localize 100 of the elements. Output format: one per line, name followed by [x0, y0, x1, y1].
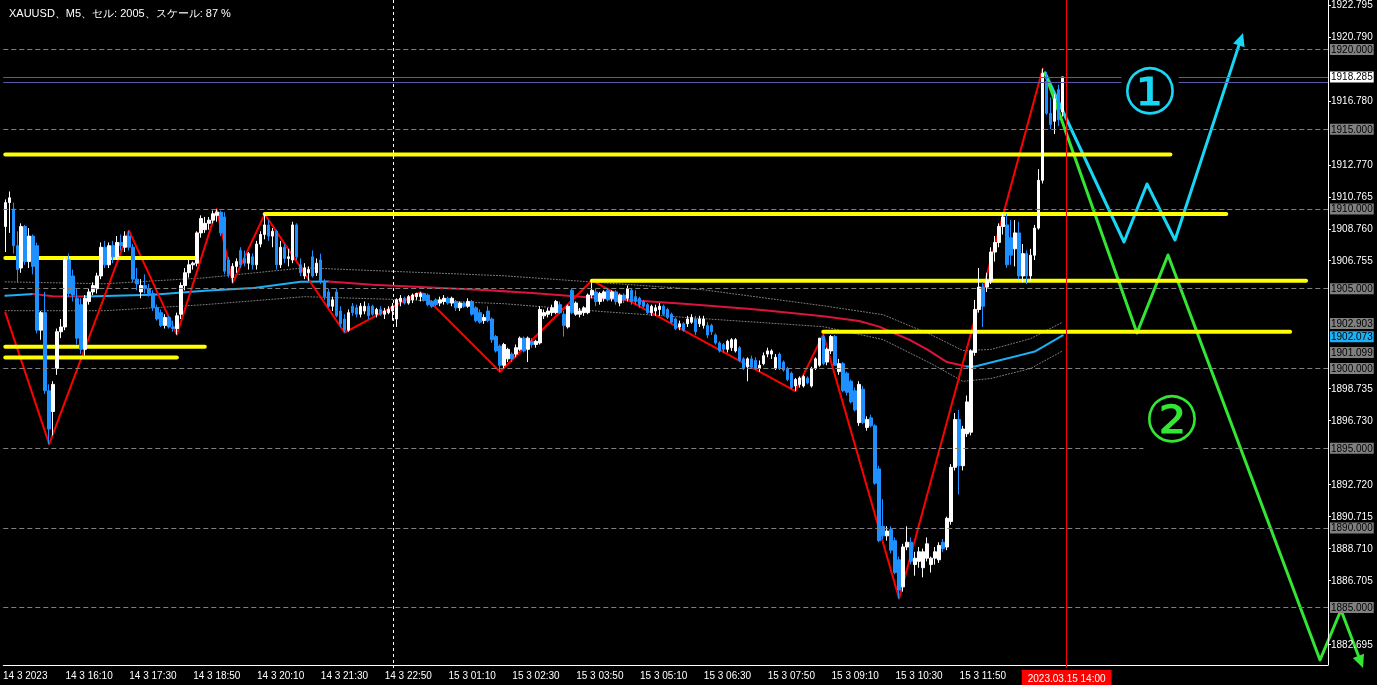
- y-tick-label: 1910.765: [1331, 191, 1374, 203]
- candlestick: [251, 253, 254, 271]
- candlestick: [438, 296, 442, 307]
- candlestick: [861, 385, 865, 425]
- candlestick: [359, 302, 362, 318]
- candlestick: [67, 253, 71, 298]
- ref-line-label: 1915.000: [1331, 123, 1374, 135]
- x-tick-label: 15 3 01:10: [448, 669, 497, 681]
- ref-line-label: 1905.000: [1331, 283, 1374, 295]
- candlestick: [909, 536, 913, 566]
- candlestick: [115, 235, 119, 261]
- text: 1901.099: [1331, 346, 1374, 358]
- y-tick-label: 1922.795: [1331, 0, 1374, 11]
- candlestick: [419, 291, 422, 302]
- candlestick: [442, 294, 446, 306]
- y-tick-label: 1892.720: [1331, 479, 1374, 491]
- candlestick: [123, 230, 127, 253]
- ref-line-label: 1890.000: [1331, 522, 1374, 534]
- candlestick: [730, 337, 733, 352]
- candlestick: [530, 337, 534, 349]
- candlestick: [622, 292, 626, 304]
- candlestick: [678, 320, 681, 331]
- candlestick: [299, 257, 302, 277]
- ref-line-label: 1885.000: [1331, 602, 1374, 614]
- candlestick: [243, 249, 246, 267]
- candlestick: [482, 313, 486, 325]
- candlestick: [702, 315, 705, 330]
- candlestick: [682, 321, 685, 333]
- candlestick: [307, 265, 310, 282]
- ref-line-label: 1920.000: [1331, 44, 1374, 56]
- x-tick-label: 15 3 03:50: [576, 669, 624, 681]
- candlestick: [614, 289, 618, 306]
- candlestick: [610, 289, 614, 302]
- candlestick: [407, 294, 410, 306]
- candlestick: [283, 243, 286, 264]
- candlestick: [422, 292, 426, 302]
- candlestick: [19, 222, 23, 274]
- candlestick: [411, 292, 414, 304]
- candlestick: [754, 356, 757, 371]
- candlestick: [750, 355, 753, 369]
- candlestick: [606, 288, 610, 302]
- candlestick: [598, 291, 602, 306]
- candlestick: [526, 336, 530, 363]
- candlestick: [303, 262, 306, 280]
- candlestick: [726, 339, 729, 353]
- x-tick-label: 15 3 09:10: [831, 669, 880, 681]
- candlestick: [223, 211, 226, 275]
- candlestick: [139, 278, 143, 299]
- candlestick: [355, 304, 358, 318]
- y-tick-label: 1888.710: [1331, 542, 1374, 554]
- candlestick: [1061, 76, 1064, 118]
- line-series: [84, 280, 330, 298]
- x-tick-label: 14 3 20:10: [256, 669, 305, 681]
- x-tick-label: 15 3 06:30: [703, 669, 752, 681]
- candlestick: [570, 288, 574, 315]
- candlestick: [371, 304, 374, 317]
- candlestick: [1017, 221, 1021, 280]
- x-tick-label: 15 3 05:10: [640, 669, 688, 681]
- candlestick: [403, 296, 406, 306]
- candlestick: [383, 307, 386, 320]
- candlestick: [1013, 219, 1017, 267]
- candlestick: [103, 240, 107, 269]
- candlestick: [538, 305, 542, 346]
- x-tick-label: 15 3 07:50: [767, 669, 816, 681]
- candlestick: [981, 281, 985, 328]
- candlestick: [758, 359, 761, 373]
- candlestick: [319, 253, 322, 285]
- candlestick: [698, 315, 701, 328]
- x-tick-label: 15 3 02:30: [512, 669, 561, 681]
- candlestick: [247, 251, 250, 271]
- candlestick: [291, 221, 294, 264]
- candlestick: [650, 304, 653, 317]
- candlestick: [706, 321, 709, 339]
- candlestick: [690, 313, 693, 325]
- y-tick-label: 1916.780: [1331, 95, 1374, 107]
- candlestick: [957, 409, 961, 495]
- candlestick: [163, 313, 167, 330]
- candlestick: [171, 320, 175, 333]
- line-series: [327, 280, 968, 368]
- candlestick: [833, 334, 837, 366]
- candlestick: [415, 292, 418, 301]
- line-series: [4, 67, 1044, 600]
- candlestick: [502, 342, 506, 369]
- candlestick: [1057, 84, 1060, 127]
- candlestick: [522, 336, 526, 353]
- candlestick: [806, 375, 809, 385]
- candlestick: [315, 257, 318, 277]
- candlestick: [822, 334, 825, 366]
- candlestick: [654, 304, 657, 317]
- candlestick: [865, 415, 869, 432]
- candlestick: [1005, 213, 1009, 269]
- candlestick: [1053, 93, 1056, 135]
- candlestick: [347, 308, 350, 333]
- candlestick: [885, 525, 889, 542]
- candlestick: [27, 227, 31, 269]
- candlestick: [351, 302, 354, 317]
- candlestick: [546, 307, 550, 318]
- candlestick: [770, 348, 773, 360]
- candlestick: [666, 307, 669, 320]
- candlestick: [774, 353, 777, 371]
